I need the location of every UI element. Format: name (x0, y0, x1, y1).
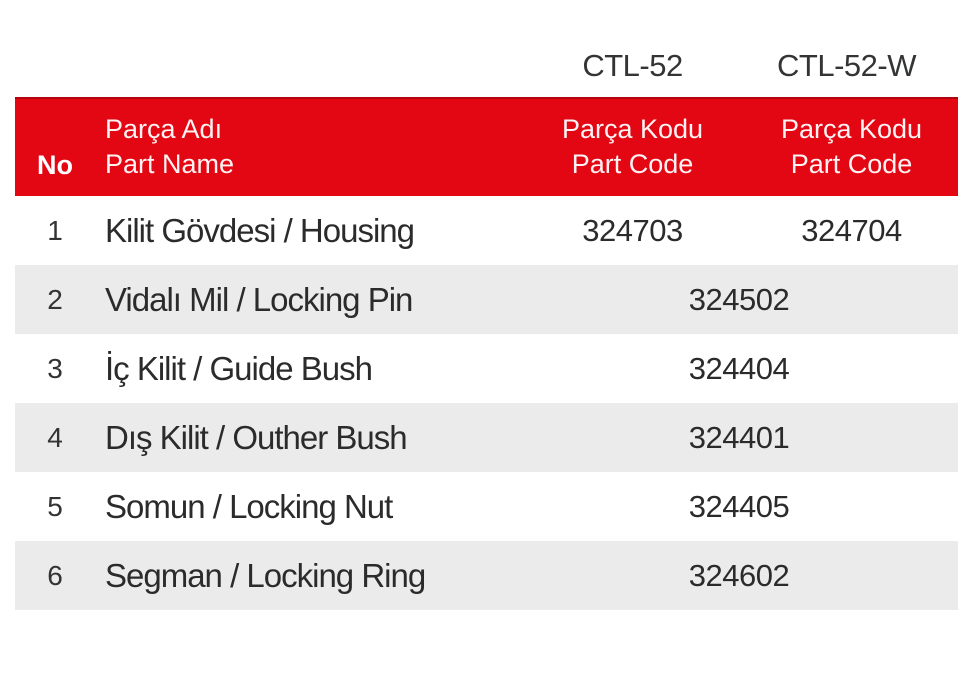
row-number: 5 (47, 490, 63, 522)
row-number: 4 (47, 421, 63, 453)
part-name: Somun / Locking Nut (105, 487, 393, 525)
table-row: 3 İç Kilit / Guide Bush 324404 (15, 334, 958, 403)
header-part-name-en: Part Name (105, 148, 235, 179)
part-name: Vidalı Mil / Locking Pin (105, 280, 413, 318)
header-part-code-ctl52w: Parça Kodu Part Code (745, 97, 958, 196)
row-number: 3 (47, 352, 63, 384)
table-row: 2 Vidalı Mil / Locking Pin 324502 (15, 265, 958, 334)
header-part-code-tr: Parça Kodu (561, 113, 704, 144)
part-name: Segman / Locking Ring (105, 556, 426, 594)
part-name: İç Kilit / Guide Bush (105, 349, 373, 387)
part-code-shared: 324401 (688, 419, 790, 455)
row-number: 6 (47, 559, 63, 591)
table-row: 4 Dış Kilit / Outher Bush 324401 (15, 403, 958, 472)
part-name: Dış Kilit / Outher Bush (105, 418, 408, 456)
table-row: 5 Somun / Locking Nut 324405 (15, 472, 958, 541)
header-no: No (37, 150, 73, 180)
part-code-shared: 324405 (688, 488, 790, 524)
header-part-code-en: Part Code (571, 148, 694, 179)
model-column-label-ctl52w: CTL-52-W (777, 48, 916, 83)
part-code-shared: 324602 (688, 557, 790, 593)
part-code-ctl52: 324703 (582, 212, 683, 248)
header-part-code-ctl52: Parça Kodu Part Code (520, 97, 745, 196)
table-row: 6 Segman / Locking Ring 324602 (15, 541, 958, 610)
table-header-row: No Parça Adı Part Name Parça Kodu Part C… (15, 97, 958, 196)
model-column-label-ctl52: CTL-52 (582, 48, 683, 83)
part-code-shared: 324404 (688, 350, 790, 386)
part-code-ctl52w: 324704 (801, 212, 902, 248)
header-part-name: Parça Adı Part Name (95, 97, 520, 196)
part-name: Kilit Gövdesi / Housing (105, 211, 415, 249)
table-row: 1 Kilit Gövdesi / Housing 324703 324704 (15, 196, 958, 265)
header-part-name-tr: Parça Adı (105, 113, 223, 144)
header-part-code-en: Part Code (790, 148, 913, 179)
header-part-code-tr: Parça Kodu (780, 113, 923, 144)
parts-table: No Parça Adı Part Name Parça Kodu Part C… (15, 97, 958, 610)
row-number: 1 (47, 214, 63, 246)
row-number: 2 (47, 283, 63, 315)
part-code-shared: 324502 (688, 281, 790, 317)
